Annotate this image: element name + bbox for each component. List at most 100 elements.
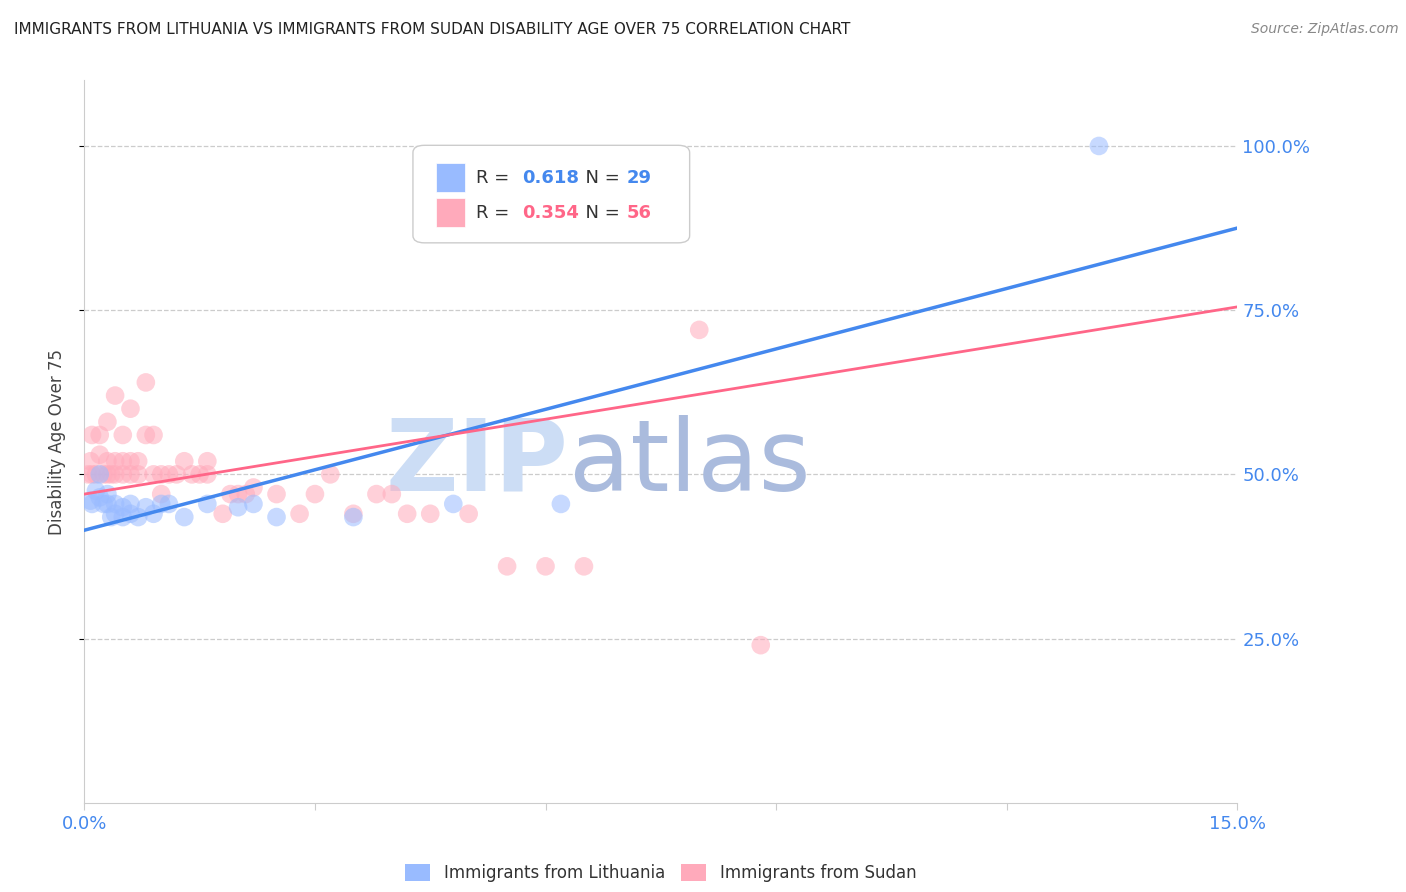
Point — [319, 467, 342, 482]
Point — [157, 467, 180, 482]
Point — [266, 510, 288, 524]
Point — [89, 448, 111, 462]
Point — [135, 428, 157, 442]
Point — [96, 415, 118, 429]
Point — [104, 454, 127, 468]
FancyBboxPatch shape — [436, 198, 465, 227]
Text: 0.354: 0.354 — [523, 204, 579, 222]
Point — [142, 507, 165, 521]
Point — [688, 323, 710, 337]
Point — [100, 467, 122, 482]
Point — [166, 467, 188, 482]
Point — [195, 467, 218, 482]
Text: N =: N = — [575, 169, 626, 187]
Point — [111, 467, 134, 482]
Point — [150, 497, 173, 511]
Point — [120, 454, 142, 468]
Text: 56: 56 — [626, 204, 651, 222]
Point — [749, 638, 772, 652]
Point — [111, 428, 134, 442]
Legend: Immigrants from Lithuania, Immigrants from Sudan: Immigrants from Lithuania, Immigrants fr… — [398, 857, 924, 888]
Point — [219, 487, 242, 501]
Text: ZIP: ZIP — [385, 415, 568, 512]
Point — [127, 454, 149, 468]
Point — [195, 497, 218, 511]
Point — [84, 483, 107, 498]
Point — [381, 487, 404, 501]
Point — [235, 487, 257, 501]
Y-axis label: Disability Age Over 75: Disability Age Over 75 — [48, 349, 66, 534]
Point — [226, 500, 249, 515]
Point — [550, 497, 572, 511]
Point — [104, 497, 127, 511]
Point — [96, 497, 118, 511]
Point — [96, 467, 118, 482]
Point — [572, 559, 595, 574]
Point — [142, 428, 165, 442]
Point — [226, 487, 249, 501]
Text: 0.618: 0.618 — [523, 169, 579, 187]
Point — [120, 401, 142, 416]
Point — [419, 507, 441, 521]
Point — [104, 467, 127, 482]
Point — [80, 497, 103, 511]
Text: R =: R = — [477, 204, 516, 222]
Point — [211, 507, 233, 521]
Point — [79, 493, 101, 508]
Point — [89, 428, 111, 442]
Text: R =: R = — [477, 169, 516, 187]
Point — [104, 388, 127, 402]
Point — [457, 507, 479, 521]
Point — [157, 497, 180, 511]
Point — [173, 454, 195, 468]
Point — [111, 454, 134, 468]
Point — [441, 497, 464, 511]
Point — [534, 559, 557, 574]
Point — [342, 507, 364, 521]
Text: Source: ZipAtlas.com: Source: ZipAtlas.com — [1251, 22, 1399, 37]
Point — [96, 454, 118, 468]
Text: atlas: atlas — [568, 415, 810, 512]
Point — [242, 497, 264, 511]
Point — [150, 467, 173, 482]
FancyBboxPatch shape — [413, 145, 690, 243]
Point — [127, 467, 149, 482]
Point — [266, 487, 288, 501]
Text: N =: N = — [575, 204, 626, 222]
Point — [173, 510, 195, 524]
Text: 29: 29 — [626, 169, 651, 187]
Point — [120, 507, 142, 521]
Point — [396, 507, 419, 521]
Point — [242, 481, 264, 495]
Point — [79, 454, 101, 468]
Point — [93, 497, 115, 511]
Point — [89, 491, 111, 505]
Point — [80, 467, 103, 482]
Point — [366, 487, 388, 501]
Point — [120, 497, 142, 511]
Point — [111, 510, 134, 524]
FancyBboxPatch shape — [436, 163, 465, 193]
Point — [120, 467, 142, 482]
Point — [342, 510, 364, 524]
Text: IMMIGRANTS FROM LITHUANIA VS IMMIGRANTS FROM SUDAN DISABILITY AGE OVER 75 CORREL: IMMIGRANTS FROM LITHUANIA VS IMMIGRANTS … — [14, 22, 851, 37]
Point — [188, 467, 211, 482]
Point — [496, 559, 519, 574]
Point — [135, 376, 157, 390]
Point — [89, 467, 111, 482]
Point — [80, 428, 103, 442]
Point — [288, 507, 311, 521]
Point — [77, 467, 100, 482]
Point — [111, 500, 134, 515]
Point — [104, 507, 127, 521]
Point — [142, 467, 165, 482]
Point — [135, 500, 157, 515]
Point — [93, 467, 115, 482]
Point — [127, 510, 149, 524]
Point — [150, 487, 173, 501]
Point — [84, 467, 107, 482]
Point — [195, 454, 218, 468]
Point — [100, 510, 122, 524]
Point — [1088, 139, 1111, 153]
Point — [181, 467, 204, 482]
